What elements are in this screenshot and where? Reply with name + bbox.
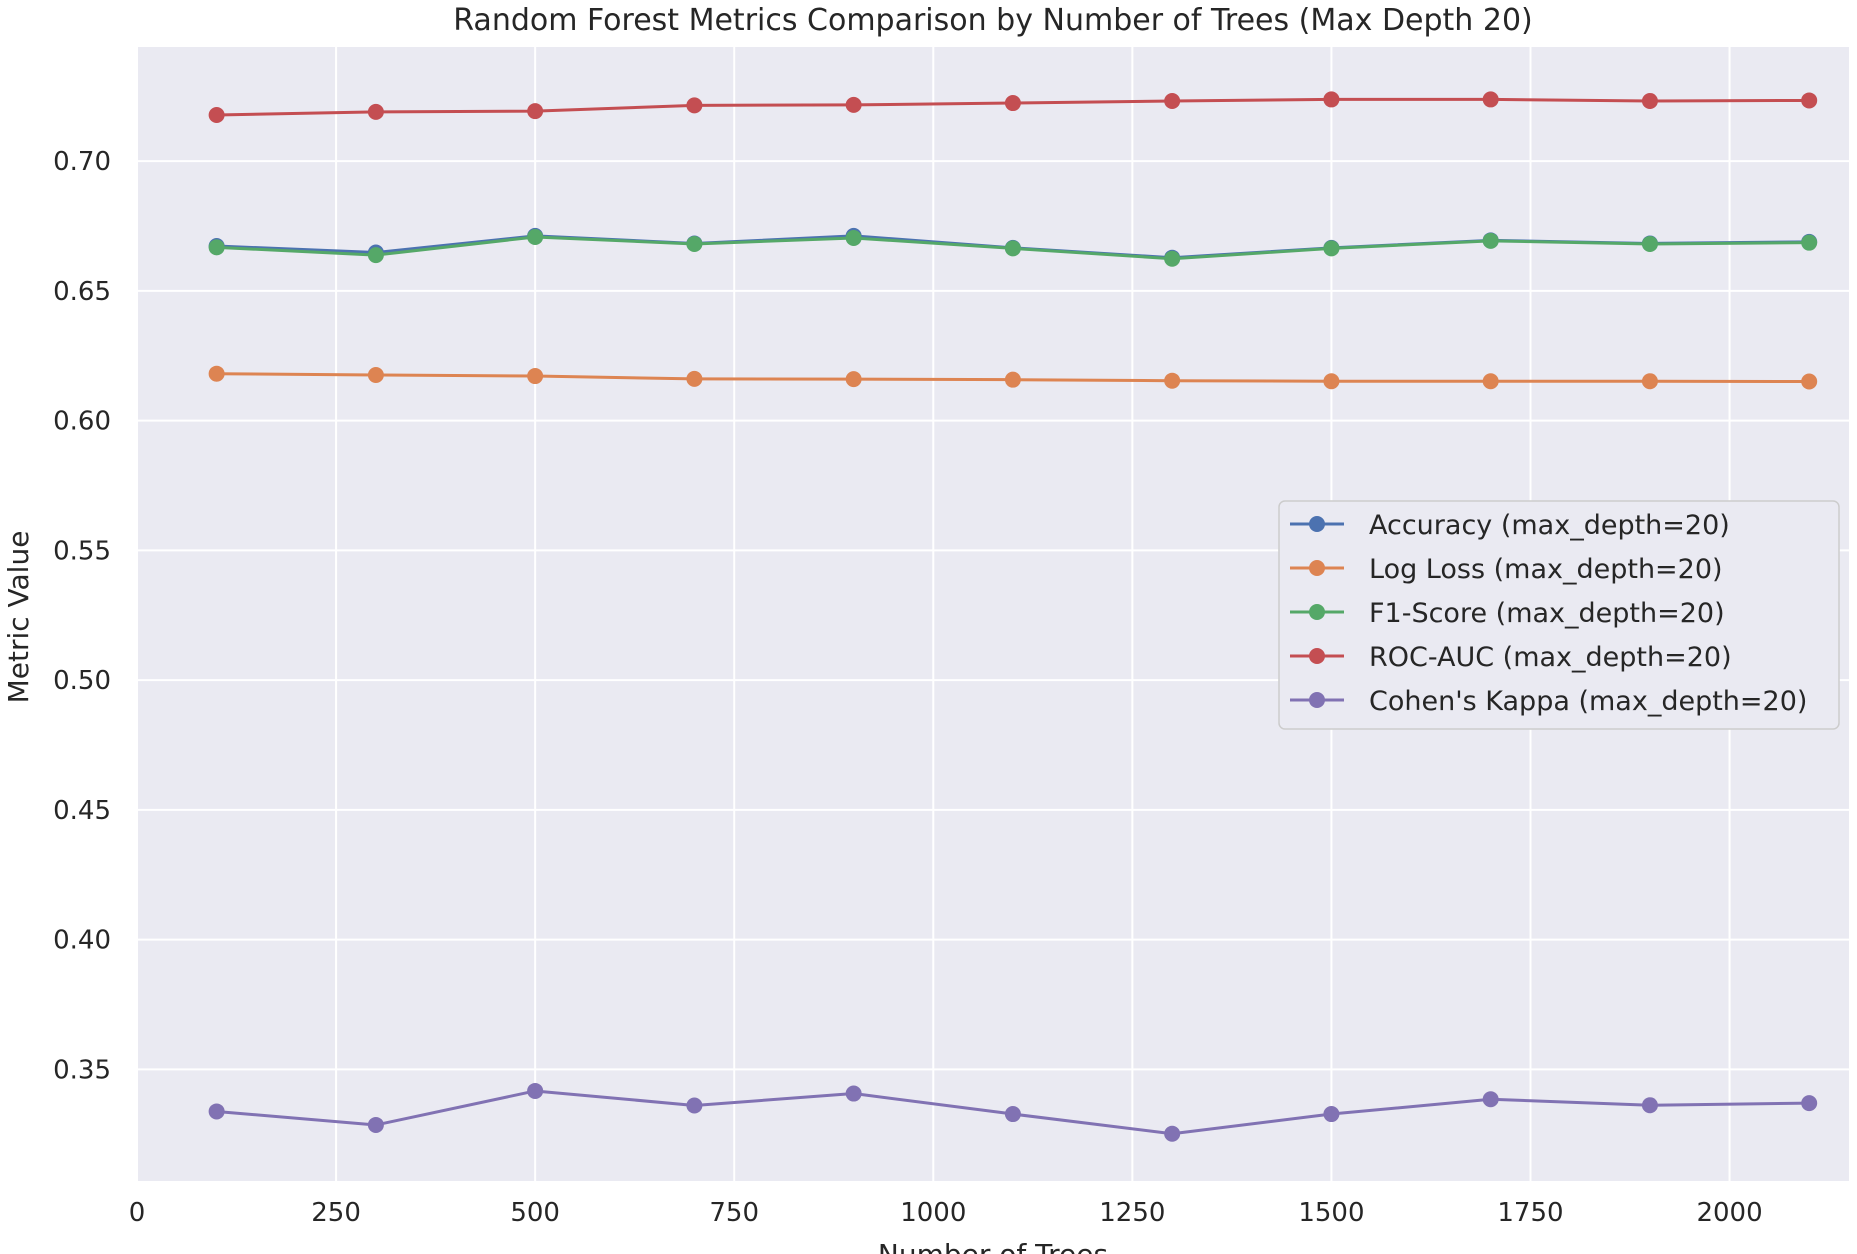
y-tick-label: 0.50 [53, 666, 111, 696]
x-tick-label: 1250 [1099, 1198, 1165, 1228]
legend-marker [1309, 560, 1325, 576]
data-point [1641, 235, 1658, 252]
x-tick-label: 1500 [1298, 1198, 1364, 1228]
x-tick-label: 500 [510, 1198, 560, 1228]
y-axis-label: Metric Value [2, 531, 35, 704]
x-axis-label: Number of Trees [878, 1238, 1108, 1254]
legend-label: F1-Score (max_depth=20) [1369, 598, 1725, 629]
data-point [1004, 1106, 1021, 1123]
series-1 [208, 365, 1818, 390]
data-point [1801, 234, 1818, 251]
series-2 [208, 228, 1818, 267]
y-tick-label: 0.60 [53, 407, 111, 437]
x-tick-label: 1000 [900, 1198, 966, 1228]
data-point [1164, 92, 1181, 109]
data-point [208, 106, 225, 123]
y-tick-label: 0.55 [53, 536, 111, 566]
data-point [1004, 371, 1021, 388]
x-tick-label: 2000 [1696, 1198, 1762, 1228]
y-tick-label: 0.65 [53, 277, 111, 307]
y-tick-label: 0.70 [53, 147, 111, 177]
legend-label: ROC-AUC (max_depth=20) [1369, 642, 1732, 673]
data-point [1641, 1097, 1658, 1114]
data-point [686, 235, 703, 252]
legend-entry-cohens-kappa: Cohen's Kappa (max_depth=20) [1290, 686, 1807, 717]
data-point [1801, 1095, 1818, 1112]
y-tick-label: 0.45 [53, 796, 111, 826]
data-point [208, 1103, 225, 1120]
data-point [1323, 240, 1340, 257]
y-tick-labels: 0.35 0.40 0.45 0.50 0.55 0.60 0.65 0.70 [53, 147, 111, 1085]
legend-box [1278, 500, 1840, 730]
legend-marker [1309, 516, 1325, 532]
x-tick-label: 250 [311, 1198, 361, 1228]
x-tick-label: 750 [709, 1198, 759, 1228]
legend-marker [1309, 692, 1325, 708]
data-point [845, 1085, 862, 1102]
legend-entry-log-loss: Log Loss (max_depth=20) [1290, 554, 1723, 585]
data-point [367, 1116, 384, 1133]
y-tick-label: 0.40 [53, 926, 111, 956]
data-point [686, 1097, 703, 1114]
data-point [367, 247, 384, 264]
data-point [1801, 373, 1818, 390]
data-point [208, 365, 225, 382]
data-point [845, 96, 862, 113]
data-point [527, 368, 544, 385]
legend-entry-roc-auc: ROC-AUC (max_depth=20) [1290, 642, 1732, 673]
data-point [1004, 240, 1021, 257]
data-point [1482, 232, 1499, 249]
data-point [1641, 92, 1658, 109]
data-point [1323, 373, 1340, 390]
data-point [845, 229, 862, 246]
data-point [1164, 1125, 1181, 1142]
legend-entry-accuracy: Accuracy (max_depth=20) [1290, 510, 1730, 541]
data-point [527, 1082, 544, 1099]
data-point [527, 228, 544, 245]
data-point [1164, 250, 1181, 267]
legend: Accuracy (max_depth=20) Log Loss (max_de… [1278, 500, 1840, 730]
data-point [208, 239, 225, 256]
series-4 [208, 1082, 1818, 1142]
data-point [1641, 373, 1658, 390]
x-tick-labels: 0 250 500 750 1000 1250 1500 1750 2000 [129, 1198, 1763, 1228]
legend-marker [1309, 604, 1325, 620]
data-point [1482, 91, 1499, 108]
series-layer [208, 91, 1818, 1142]
series-3 [208, 91, 1818, 123]
legend-label: Accuracy (max_depth=20) [1369, 510, 1730, 541]
x-tick-label: 1750 [1497, 1198, 1563, 1228]
legend-label: Cohen's Kappa (max_depth=20) [1369, 686, 1807, 717]
data-point [686, 370, 703, 387]
data-point [1801, 92, 1818, 109]
data-point [367, 103, 384, 120]
x-tick-label: 0 [129, 1198, 146, 1228]
data-point [367, 367, 384, 384]
data-point [1004, 95, 1021, 112]
y-gridlines [137, 160, 1849, 1071]
chart-title: Random Forest Metrics Comparison by Numb… [453, 3, 1533, 38]
y-tick-label: 0.35 [53, 1055, 111, 1085]
data-point [527, 103, 544, 120]
legend-entry-f1-score: F1-Score (max_depth=20) [1290, 598, 1725, 629]
data-point [1323, 1106, 1340, 1123]
data-point [1164, 372, 1181, 389]
data-point [1482, 373, 1499, 390]
data-point [686, 97, 703, 114]
data-point [845, 371, 862, 388]
legend-marker [1309, 648, 1325, 664]
data-point [1482, 1091, 1499, 1108]
data-point [1323, 91, 1340, 108]
legend-label: Log Loss (max_depth=20) [1369, 554, 1723, 585]
